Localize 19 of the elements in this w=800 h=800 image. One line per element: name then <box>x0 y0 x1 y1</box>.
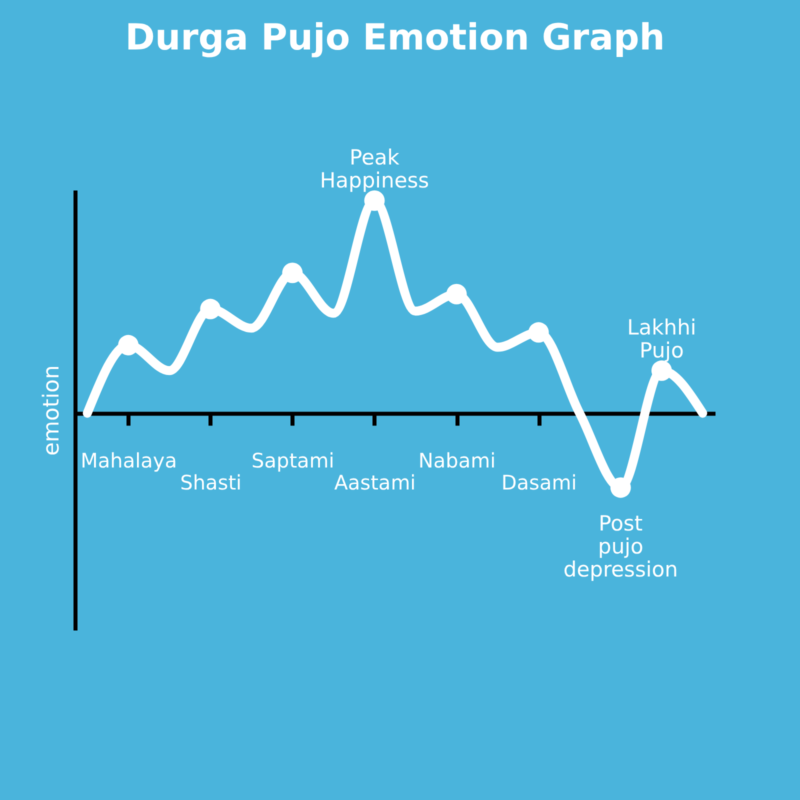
x-tick-label: Saptami <box>252 448 334 473</box>
x-tick-label: Shasti <box>180 470 242 495</box>
annotation: Post pujo depression <box>563 512 678 582</box>
point <box>282 262 303 284</box>
x-tick-label: Dasami <box>501 470 577 495</box>
point <box>118 334 139 356</box>
point <box>446 284 467 304</box>
point <box>610 477 631 498</box>
y-axis-title: emotion <box>40 365 64 456</box>
x-tick-label: Mahalaya <box>80 448 178 473</box>
point <box>200 298 221 320</box>
point <box>651 360 672 381</box>
chart-title: Durga Pujo Emotion Graph <box>125 18 665 59</box>
x-tick-label: Nabami <box>418 448 496 473</box>
point <box>364 190 385 211</box>
x-tick-label: Aastami <box>334 470 416 495</box>
point <box>528 322 549 343</box>
annotation: Lakhhi Pujo <box>627 316 696 363</box>
annotation: Peak Happiness <box>320 146 430 193</box>
